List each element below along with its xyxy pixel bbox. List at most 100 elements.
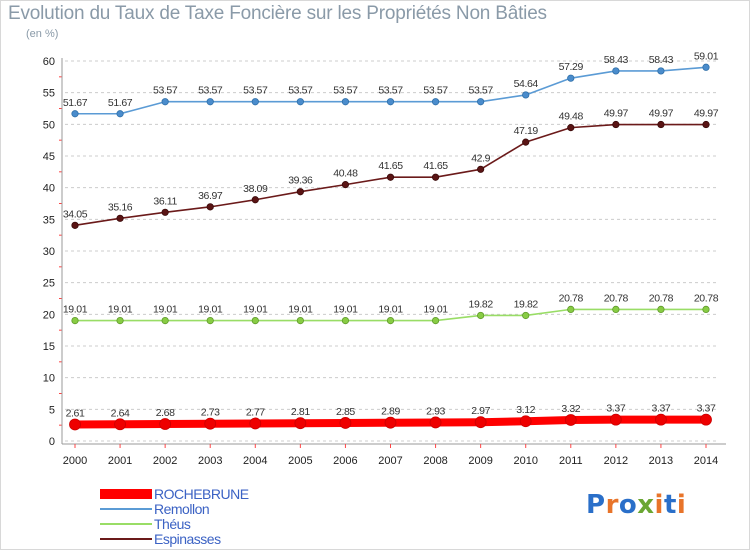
data-point-theus (522, 311, 530, 320)
data-label-theus: 19.01 (288, 304, 313, 316)
data-label-remollon: 58.43 (604, 54, 629, 66)
data-point-remollon (702, 63, 710, 71)
data-label-theus: 20.78 (604, 292, 629, 304)
data-label-espinasses: 35.16 (108, 201, 133, 213)
data-label-remollon: 51.67 (63, 97, 88, 109)
data-label-rochebrune: 2.93 (426, 405, 445, 417)
data-label-espinasses: 49.97 (694, 108, 719, 120)
data-label-espinasses: 49.97 (649, 108, 674, 120)
data-label-rochebrune: 2.61 (66, 407, 85, 419)
data-label-rochebrune: 2.89 (381, 406, 400, 418)
data-point-espinasses (341, 181, 350, 189)
y-unit-label: (en %) (26, 28, 59, 40)
data-point-rochebrune (655, 413, 667, 426)
data-point-espinasses (612, 120, 620, 129)
data-label-rochebrune: 2.77 (246, 406, 265, 418)
data-label-rochebrune: 2.68 (156, 407, 175, 419)
data-point-rochebrune (474, 416, 487, 429)
data-point-theus (702, 305, 710, 313)
x-tick-label: 2013 (649, 455, 673, 467)
y-tick-label: 0 (49, 436, 55, 448)
y-tick-label: 30 (43, 246, 55, 258)
data-label-espinasses: 41.65 (378, 160, 403, 172)
data-label-espinasses: 34.05 (63, 208, 88, 220)
data-point-remollon (296, 98, 304, 106)
data-label-rochebrune: 3.37 (652, 403, 671, 415)
data-point-rochebrune (159, 418, 172, 430)
legend-label: Théus (154, 516, 191, 532)
data-point-theus (341, 317, 350, 325)
data-label-remollon: 53.57 (243, 85, 268, 97)
data-point-theus (657, 305, 665, 313)
y-tick-label: 10 (43, 373, 55, 385)
data-point-theus (386, 317, 395, 325)
data-label-rochebrune: 3.37 (606, 403, 625, 415)
data-point-espinasses (116, 214, 124, 222)
x-tick-label: 2004 (243, 455, 267, 467)
data-point-espinasses (251, 196, 259, 204)
data-label-remollon: 54.64 (514, 78, 539, 90)
logo-letter: i (654, 490, 664, 520)
x-tick-label: 2001 (108, 455, 132, 467)
data-label-theus: 19.82 (514, 298, 539, 310)
data-label-theus: 19.01 (108, 304, 133, 316)
data-label-rochebrune: 3.37 (697, 403, 716, 415)
data-label-remollon: 53.57 (198, 85, 223, 97)
data-point-espinasses (702, 120, 710, 129)
legend-label: ROCHEBRUNE (154, 486, 249, 502)
legend-swatch-rochebrune (100, 489, 152, 499)
y-tick-label: 35 (43, 214, 55, 226)
x-tick-label: 2010 (513, 455, 537, 467)
chart-title: Evolution du Taux de Taxe Foncière sur l… (8, 3, 547, 24)
logo-letter: i (676, 490, 687, 520)
y-tick-label: 20 (43, 309, 55, 321)
y-tick-label: 40 (43, 183, 55, 195)
data-point-theus (567, 305, 575, 313)
data-point-espinasses (431, 173, 440, 181)
data-point-rochebrune (609, 413, 622, 426)
data-point-remollon (71, 110, 79, 118)
data-point-espinasses (296, 188, 304, 196)
data-point-theus (431, 317, 440, 325)
legend-swatch-remollon (100, 508, 152, 510)
data-label-remollon: 58.43 (649, 54, 674, 66)
data-label-espinasses: 36.97 (198, 190, 223, 202)
data-label-theus: 19.01 (378, 304, 403, 316)
data-point-theus (71, 317, 79, 325)
y-tick-label: 45 (43, 151, 55, 163)
y-tick-label: 25 (43, 278, 55, 290)
data-point-rochebrune (339, 417, 352, 429)
y-tick-label: 50 (43, 119, 55, 131)
data-point-rochebrune (564, 414, 577, 426)
data-label-theus: 20.78 (649, 292, 674, 304)
data-point-rochebrune (294, 417, 307, 430)
data-point-remollon (161, 98, 169, 106)
logo-letter: t (663, 490, 677, 520)
x-tick-label: 2011 (559, 455, 583, 467)
x-tick-label: 2003 (198, 455, 222, 467)
data-point-rochebrune (249, 417, 262, 430)
logo-letter: P (586, 490, 606, 520)
x-tick-label: 2012 (604, 455, 628, 467)
data-label-rochebrune: 2.81 (291, 406, 310, 418)
data-point-espinasses (657, 120, 665, 129)
x-tick-label: 2014 (694, 455, 718, 467)
data-point-remollon (386, 98, 395, 106)
logo-letter: o (618, 490, 638, 520)
data-label-remollon: 57.29 (559, 61, 584, 73)
data-point-espinasses (386, 173, 395, 181)
data-label-espinasses: 40.48 (333, 168, 358, 180)
data-label-remollon: 59.01 (694, 50, 719, 62)
data-point-espinasses (206, 203, 214, 211)
data-label-rochebrune: 2.64 (111, 407, 130, 419)
data-label-remollon: 53.57 (423, 85, 448, 97)
data-label-rochebrune: 3.32 (561, 403, 580, 415)
data-point-espinasses (71, 221, 79, 229)
data-point-remollon (567, 74, 575, 82)
logo-letter: x (637, 490, 655, 520)
data-point-espinasses (161, 208, 169, 216)
data-point-rochebrune (519, 415, 532, 428)
data-point-remollon (251, 98, 259, 106)
data-point-rochebrune (114, 418, 126, 431)
